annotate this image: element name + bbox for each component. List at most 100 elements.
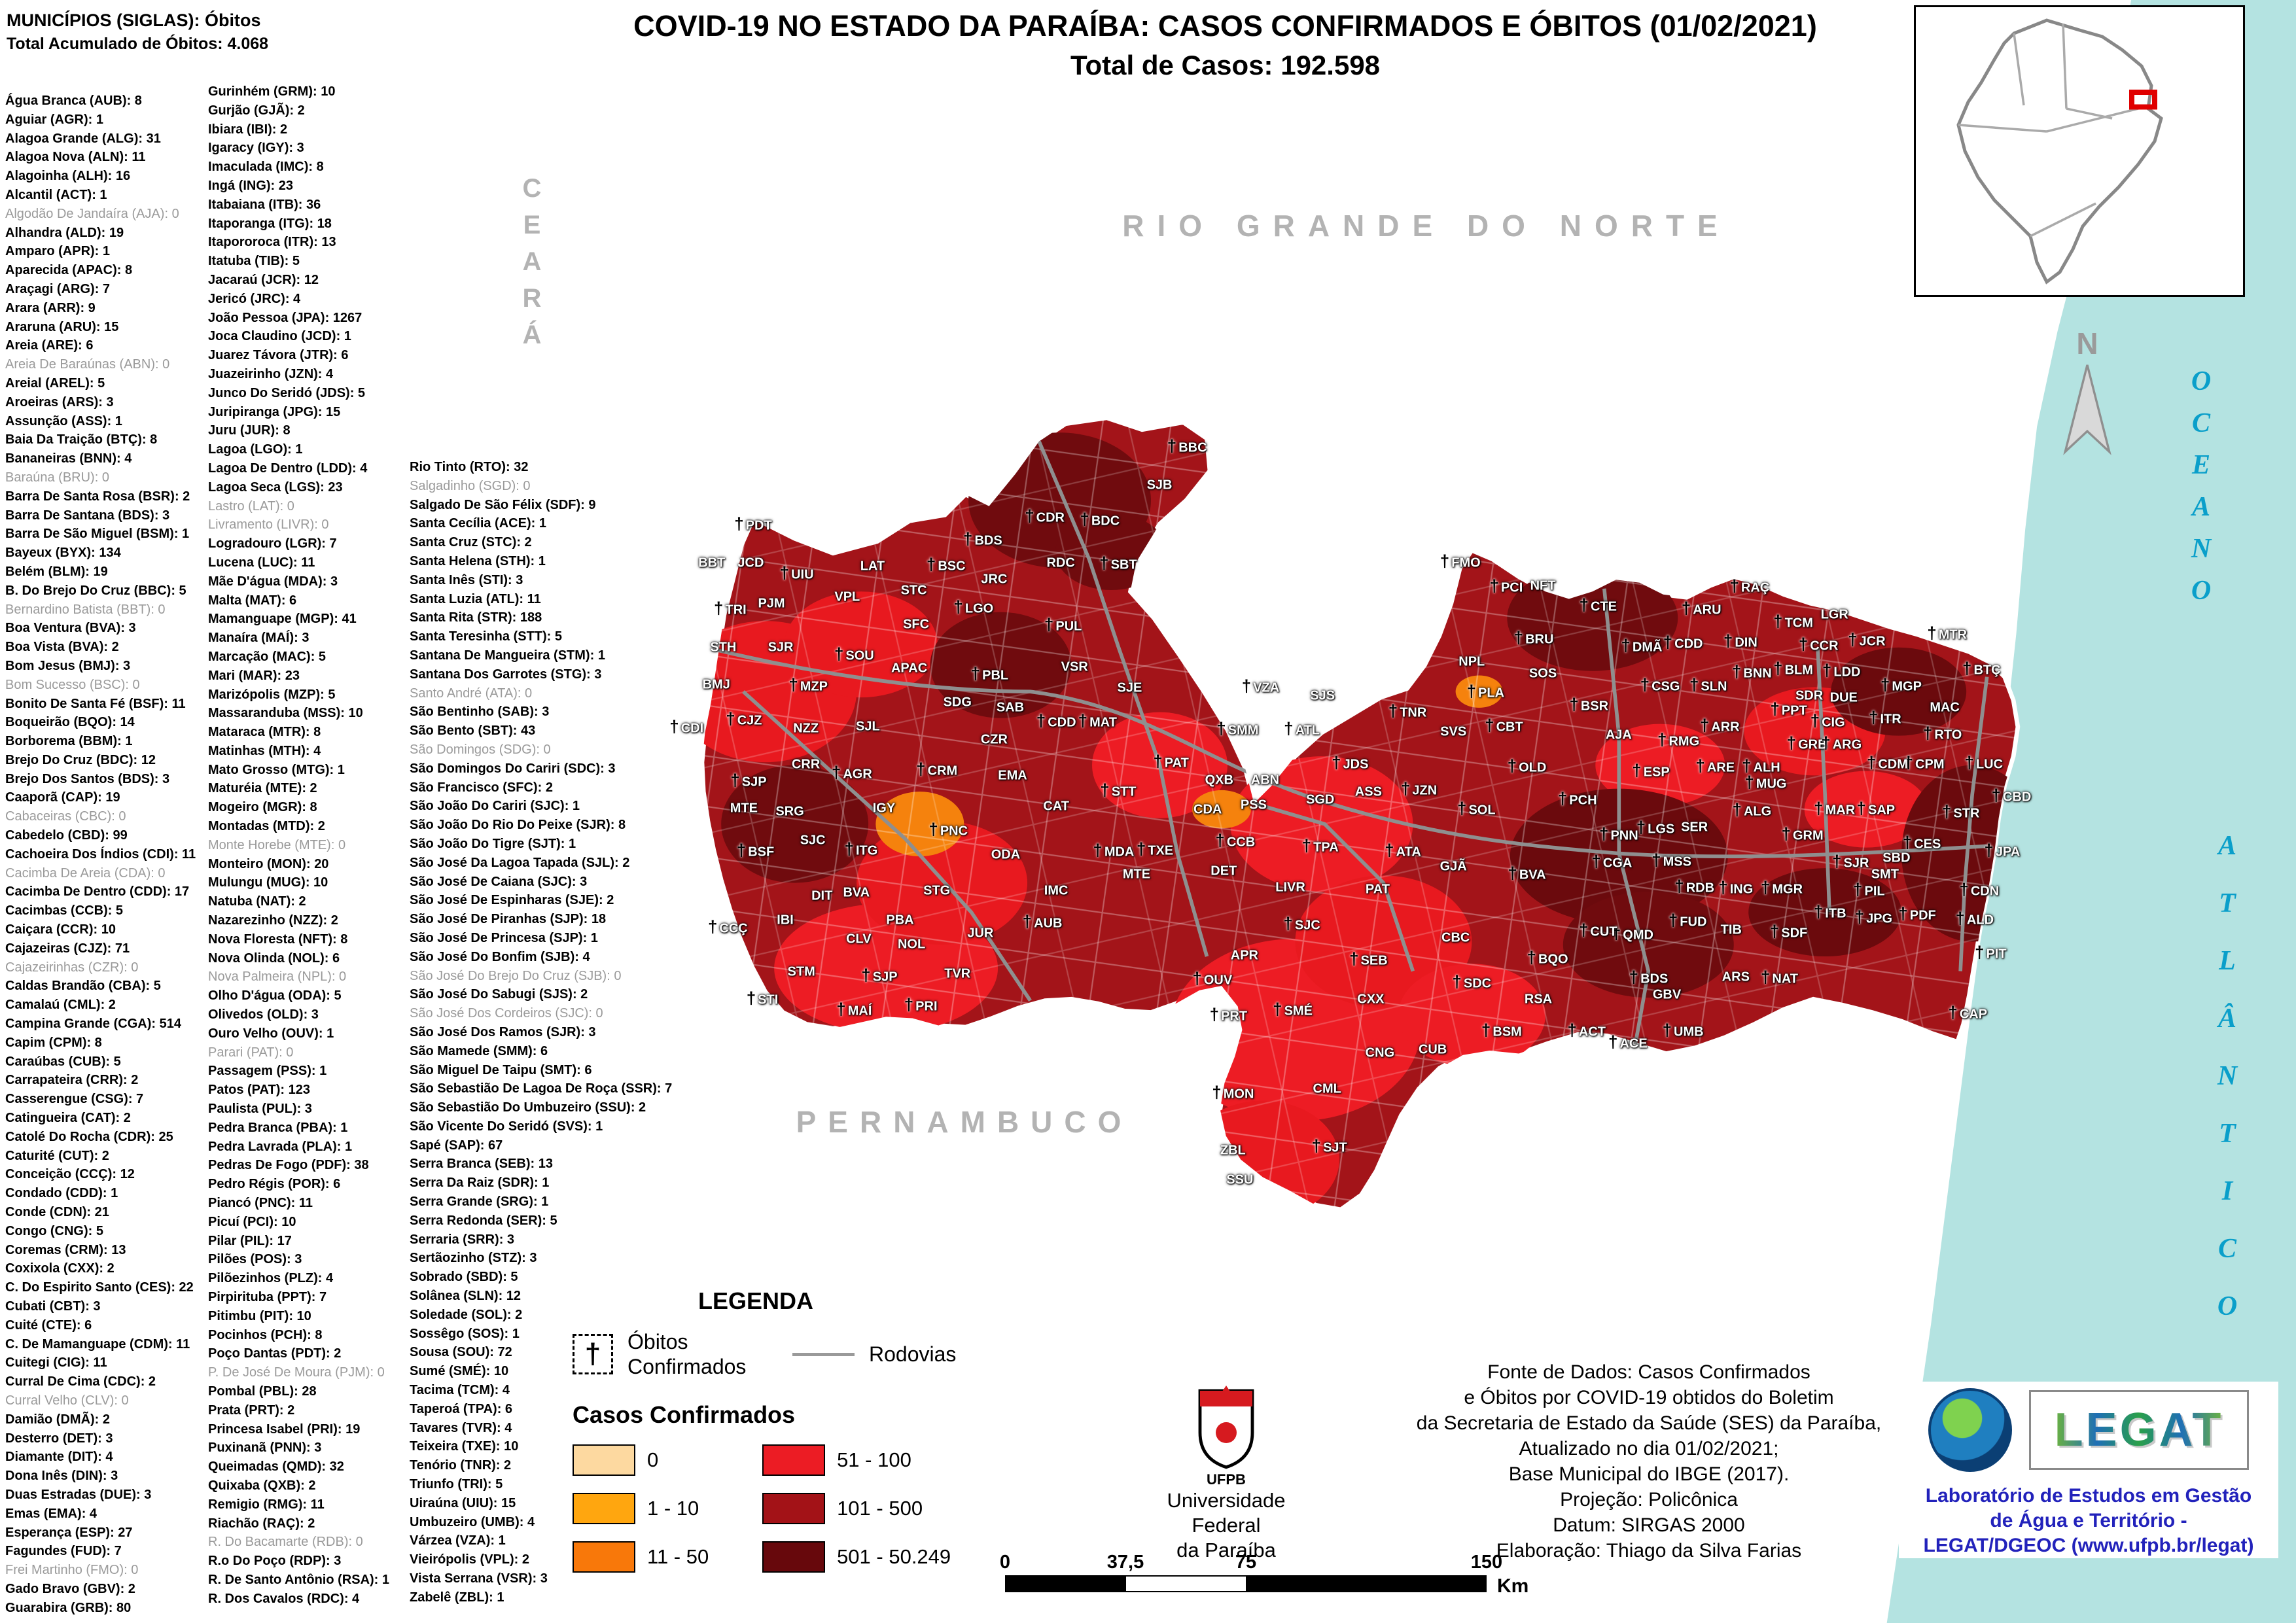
map-label-MTE: MTE [1122, 867, 1151, 882]
legend-color-swatch [573, 1541, 635, 1573]
municipality-entry: Alagoinha (ALH): 16 [5, 169, 131, 184]
obito-cross-icon: † [1854, 907, 1865, 927]
municipality-entry: Frei Martinho (FMO): 0 [5, 1563, 139, 1578]
municipality-entry: Monteiro (MON): 20 [208, 856, 329, 871]
legend-color-swatch [573, 1493, 635, 1524]
municipality-entry: Soledade (SOL): 2 [410, 1307, 523, 1322]
map-label-SMT: SMT [1871, 867, 1899, 882]
municipality-entry: Igaracy (IGY): 3 [208, 141, 304, 156]
municipality-entry: Areial (AREL): 5 [5, 375, 105, 391]
municipality-entry: Mari (MAR): 23 [208, 668, 300, 683]
municipality-entry: São José De Espinharas (SJE): 2 [410, 893, 614, 908]
srcline-item: Datum: SIRGAS 2000 [1553, 1514, 1745, 1536]
obito-cross-icon: † [1481, 1020, 1491, 1040]
municipality-entry: Pedro Régis (POR): 6 [208, 1177, 341, 1192]
obito-cross-icon: † [1760, 877, 1771, 898]
municipality-entry: Jacaraú (JCR): 12 [208, 272, 319, 287]
legend-title: LEGENDA [698, 1287, 813, 1314]
map-label-ARS: ARS [1722, 969, 1750, 985]
map-label-ESP: † ESP [1632, 760, 1670, 780]
obito-cross-icon: † [1400, 778, 1411, 799]
municipality-entry: Juarez Távora (JTR): 6 [208, 348, 349, 363]
obito-cross-icon: † [1798, 634, 1809, 654]
municipality-entry: Cacimbas (CCB): 5 [5, 903, 124, 918]
obito-cross-icon: † [1598, 824, 1609, 844]
obito-cross-icon: † [1636, 817, 1646, 837]
municipality-entry: Parari (PAT): 0 [208, 1045, 294, 1060]
map-label-SJC: † SJC [1283, 913, 1320, 934]
map-label-NOL: NOL [897, 937, 926, 952]
map-label-PJM: PJM [758, 596, 785, 611]
map-label-PCH: † PCH [1557, 788, 1597, 809]
municipality-entry: Camalaú (CML): 2 [5, 998, 116, 1013]
municipality-entry: Boqueirão (BQO): 14 [5, 715, 135, 730]
map-label-SDG: SDG [943, 695, 972, 710]
map-label-SOL: † SOL [1457, 798, 1496, 818]
municipality-entry: Mulungu (MUG): 10 [208, 875, 328, 890]
municipality-entry: Curral Velho (CLV): 0 [5, 1393, 129, 1408]
map-label-CBD: † CBD [1991, 785, 2032, 805]
municipality-entry: Passagem (PSS): 1 [208, 1064, 327, 1079]
legend-class-list: 0 1 - 10 11 - 50 51 - 100 101 - 500 501 - 50.… [573, 1444, 978, 1573]
municipality-entry: São Domingos Do Cariri (SDC): 3 [410, 761, 616, 776]
municipality-entry: Pilões (POS): 3 [208, 1252, 302, 1267]
map-label-CDM: † CDM [1866, 752, 1908, 773]
municipality-entry: Mataraca (MTR): 8 [208, 725, 321, 740]
obito-cross-icon: † [1695, 756, 1705, 776]
map-label-BBT: BBT [698, 555, 726, 570]
municipality-entry: Junco Do Seridó (JDS): 5 [208, 385, 366, 400]
map-label-CIG: † CIG [1810, 710, 1845, 731]
municipality-list-header: MUNICÍPIOS (SIGLAS): Óbitos Total Acumul… [7, 10, 268, 54]
obito-cross-icon: † [1903, 752, 1914, 773]
municipality-entry: R. Dos Cavalos (RDC): 4 [208, 1591, 360, 1606]
map-label-MGP: † MGP [1880, 674, 1922, 695]
municipality-entry: Riachão (RAÇ): 2 [208, 1516, 315, 1531]
obito-cross-icon: † [1769, 921, 1780, 941]
legend-rodovias-label: Rodovias [869, 1342, 957, 1366]
municipality-entry: Dona Inês (DIN): 3 [5, 1469, 118, 1484]
paraiba-highlight-box [2129, 90, 2157, 110]
total-cases: Total de Casos: 192.598 [1070, 50, 1381, 80]
municipality-entry: Itapororoca (ITR): 13 [208, 235, 336, 250]
municipality-entry: Caldas Brandão (CBA): 5 [5, 979, 161, 994]
map-label-STH: STH [710, 640, 737, 655]
obito-cross-icon: † [1880, 674, 1890, 695]
municipality-entry: Araçagi (ARG): 7 [5, 281, 111, 296]
map-label-LIVR: LIVR [1275, 880, 1305, 895]
map-label-PNN: † PNN [1598, 824, 1638, 844]
data-source-block: Fonte de Dados: Casos Confirmados e Óbito… [1381, 1359, 1917, 1563]
obito-cross-icon: † [1439, 551, 1450, 571]
legend-class-label: 501 - 50.249 [837, 1545, 951, 1568]
obito-cross-icon: † [736, 840, 747, 860]
municipality-entry: Joca Claudino (JCD): 1 [208, 329, 351, 344]
map-label-CCB: † CCB [1215, 830, 1256, 850]
municipality-entry: Patos (PAT): 123 [208, 1083, 310, 1098]
municipality-list-col3: Rio Tinto (RTO): 32 Salgadinho (SGD): 0 Sa… [410, 458, 672, 1607]
obito-cross-icon: † [1662, 1020, 1672, 1040]
municipality-entry: Mãe D'água (MDA): 3 [208, 574, 338, 589]
tick-item: 0 [999, 1552, 1011, 1573]
map-label-JUR: JUR [967, 926, 994, 941]
municipality-entry: Zabelê (ZBL): 1 [410, 1590, 504, 1605]
obito-cross-icon: † [1452, 971, 1462, 992]
map-label-CRR: CRR [791, 757, 821, 772]
municipality-entry: Bonito De Santa Fé (BSF): 11 [5, 696, 186, 711]
map-label-TIB: TIB [1720, 922, 1742, 937]
obito-cross-icon: † [1153, 751, 1163, 771]
obito-cross-icon: † [1773, 611, 1783, 631]
legend-class-row: 101 - 500 [762, 1493, 978, 1524]
map-label-PCI: † PCI [1489, 576, 1523, 596]
map-label-CCR: † CCR [1798, 634, 1839, 654]
municipality-entry: Conde (CDN): 21 [5, 1205, 109, 1220]
municipality-entry: P. De José De Moura (PJM): 0 [208, 1365, 385, 1380]
municipality-entry: Baia Da Traição (BTÇ): 8 [5, 432, 158, 447]
obito-cross-icon: † [779, 563, 790, 583]
map-label-ITR: † ITR [1869, 707, 1901, 727]
municipality-entry: Queimadas (QMD): 32 [208, 1459, 344, 1475]
municipality-entry: Teixeira (TXE): 10 [410, 1439, 519, 1454]
map-label-SRG: SRG [775, 804, 804, 818]
obito-cross-icon: † [1632, 760, 1642, 780]
obito-cross-icon: † [1284, 718, 1294, 739]
legat-wordmark: LEGAT [2054, 1404, 2224, 1456]
